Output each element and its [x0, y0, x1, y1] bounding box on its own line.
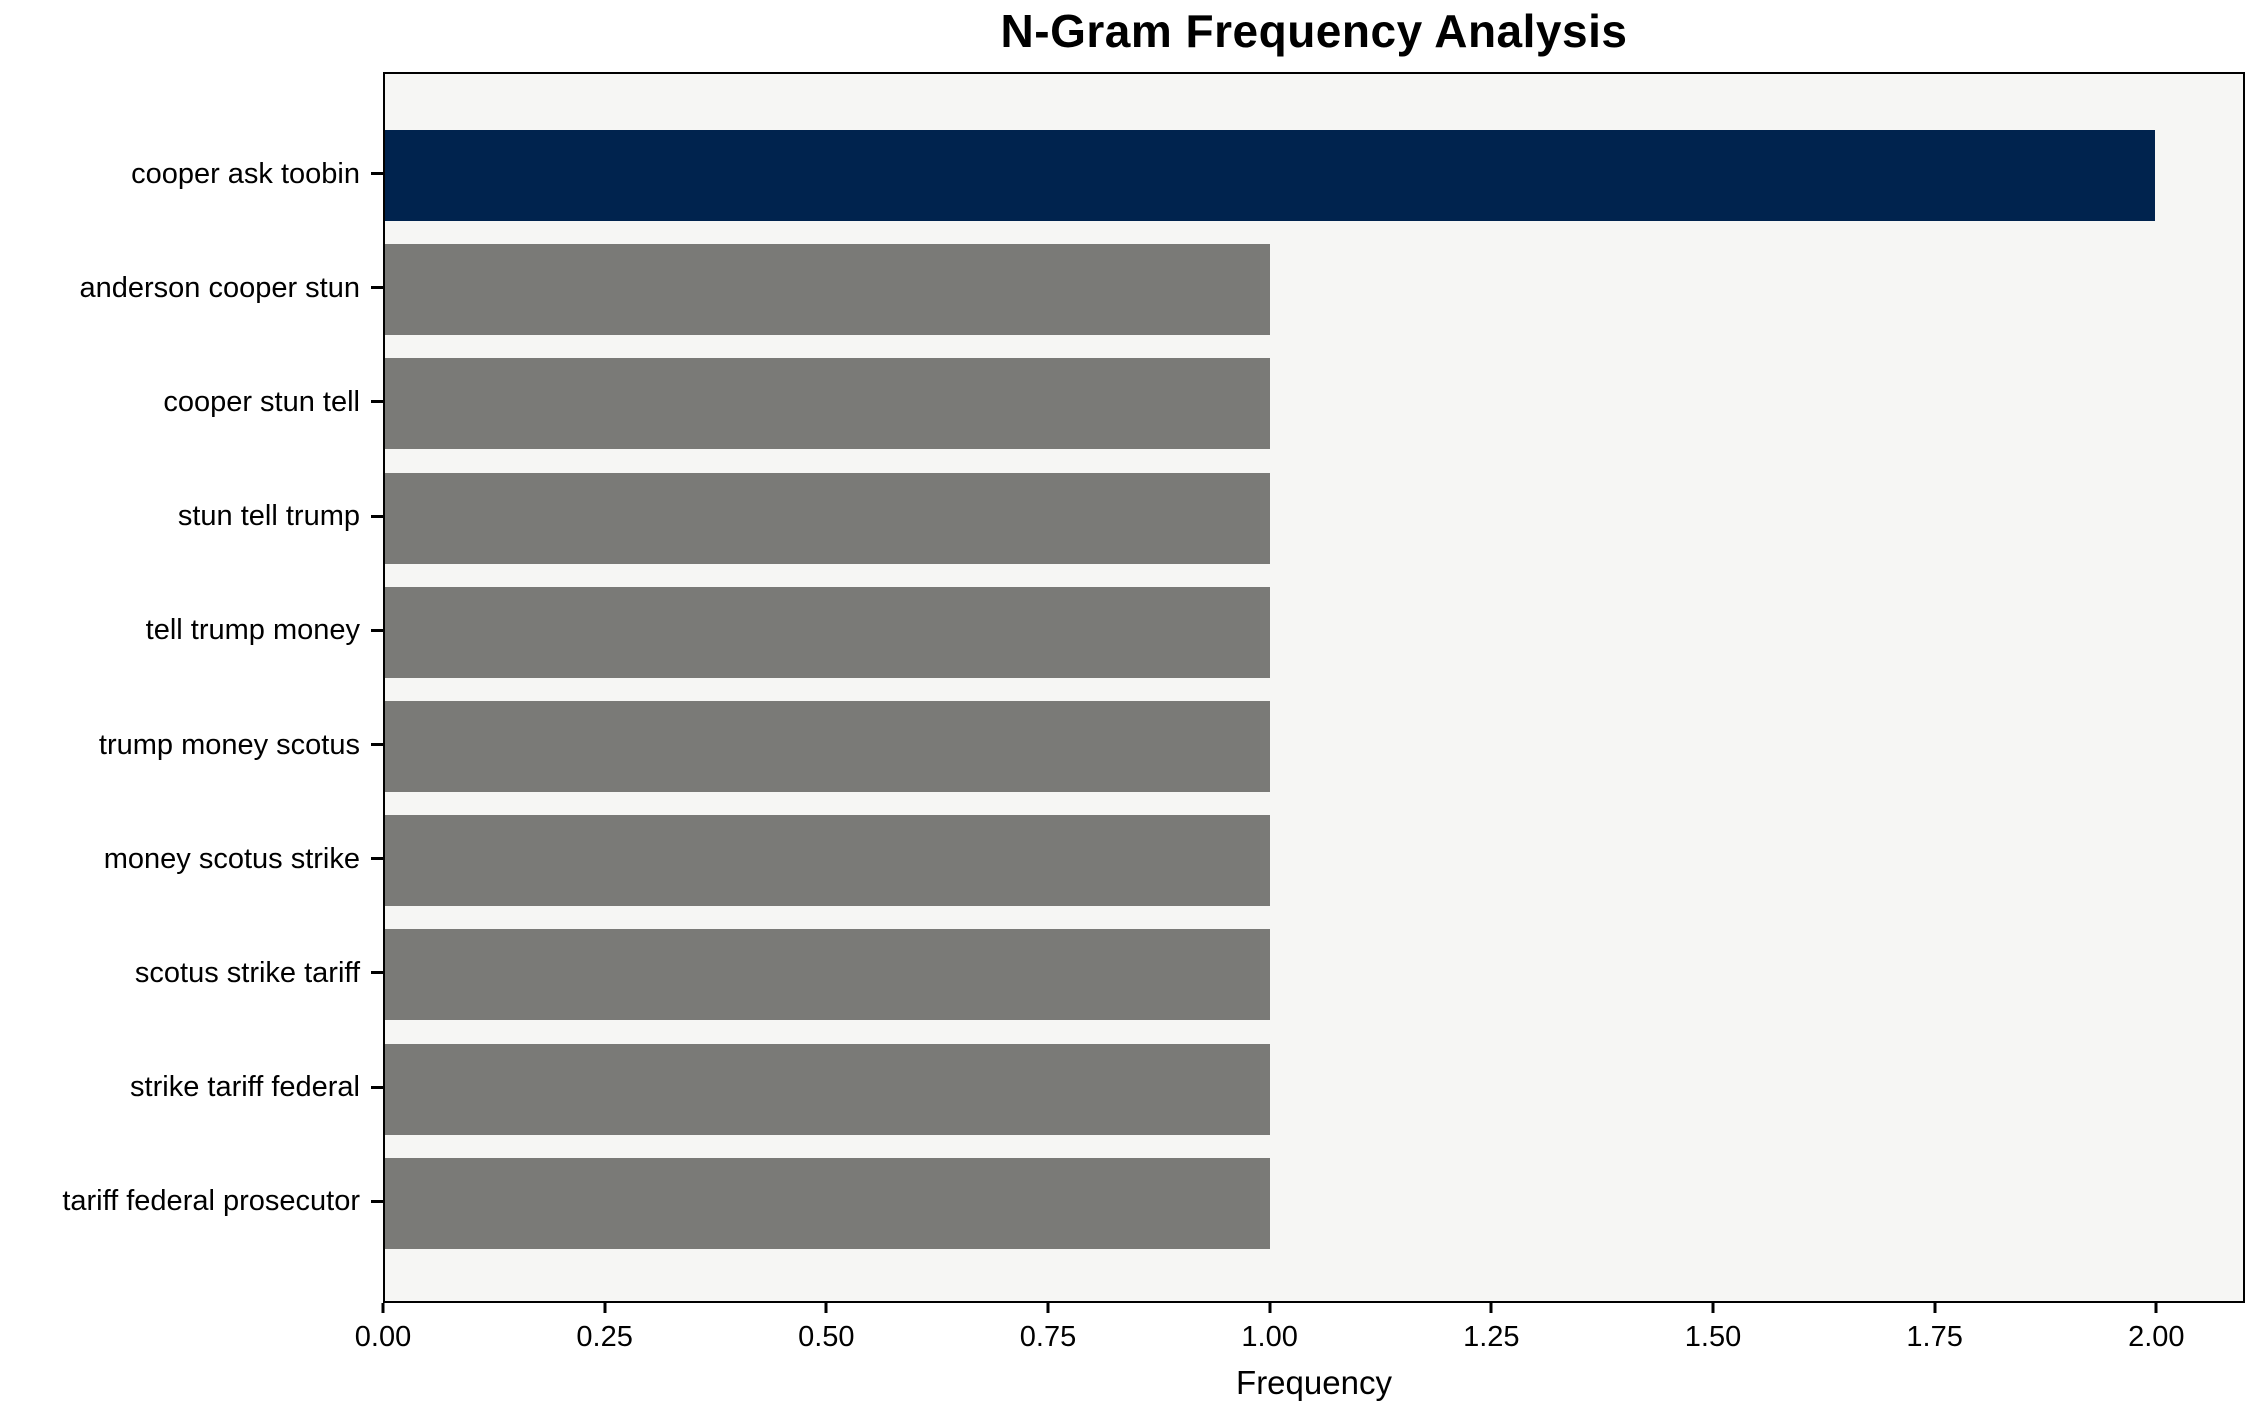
x-tick-label: 2.00	[2128, 1321, 2185, 1353]
y-tick-mark	[371, 286, 383, 290]
bar-cooper-ask-toobin	[385, 130, 2155, 221]
x-axis: 0.00 0.25 0.50 0.75 1.00 1.25 1.50 1.75 2.00	[355, 1303, 2245, 1373]
x-axis-title: Frequency	[1236, 1364, 1392, 1401]
y-axis-ticks	[371, 72, 383, 1303]
y-tick-mark	[371, 1199, 383, 1203]
y-tick-label: cooper stun tell	[163, 385, 360, 418]
y-tick-mark	[371, 628, 383, 632]
x-tick-mark	[824, 1303, 828, 1313]
y-tick-label: strike tariff federal	[130, 1071, 360, 1104]
bar-tell-trump-money	[385, 586, 1270, 678]
y-tick-mark	[371, 971, 383, 975]
y-tick-label: anderson cooper stun	[79, 271, 360, 304]
bar-anderson-cooper-stun	[385, 244, 1270, 336]
y-tick-label: tariff federal prosecutor	[62, 1185, 360, 1218]
x-tick-mark	[1046, 1303, 1050, 1313]
chart-title: N-Gram Frequency Analysis	[1000, 5, 1628, 57]
bar-money-scotus-strike	[385, 815, 1270, 907]
x-tick-label: 0.50	[798, 1321, 855, 1353]
bar-tariff-federal-prosecutor	[385, 1157, 1270, 1249]
y-tick-mark	[371, 172, 383, 175]
y-tick-mark	[371, 743, 383, 746]
y-tick-label: money scotus strike	[103, 842, 360, 875]
bar-stun-tell-trump	[385, 472, 1270, 564]
bar-scotus-strike-tariff	[385, 929, 1270, 1021]
x-tick-label: 0.25	[576, 1321, 633, 1353]
x-tick-label: 1.75	[1906, 1321, 1963, 1353]
x-tick-label: 0.00	[354, 1321, 412, 1353]
plot-area	[383, 72, 2245, 1303]
y-tick-mark	[371, 1085, 383, 1089]
x-tick-mark	[1711, 1303, 1715, 1313]
y-tick-label: trump money scotus	[98, 728, 360, 761]
y-tick-mark	[371, 514, 383, 518]
x-tick-mark	[1489, 1303, 1493, 1313]
x-tick-mark	[2154, 1303, 2158, 1313]
bar-trump-money-scotus	[385, 701, 1270, 792]
y-tick-label: cooper ask toobin	[131, 157, 360, 190]
y-tick-label: scotus strike tariff	[134, 956, 360, 989]
x-tick-mark	[1933, 1303, 1937, 1313]
bar-cooper-stun-tell	[385, 358, 1270, 450]
bar-strike-tariff-federal	[385, 1043, 1270, 1135]
y-tick-mark	[371, 400, 383, 404]
x-tick-label: 1.25	[1463, 1321, 1520, 1353]
x-tick-mark	[603, 1303, 607, 1313]
x-tick-mark	[1268, 1303, 1272, 1313]
x-tick-label: 0.75	[1019, 1321, 1077, 1353]
x-tick-mark	[381, 1303, 385, 1313]
x-tick-label: 1.00	[1241, 1321, 1298, 1353]
y-tick-mark	[371, 857, 383, 861]
x-tick-label: 1.50	[1684, 1321, 1742, 1353]
y-axis-labels: cooper ask toobin anderson cooper stun coo…	[0, 72, 360, 1303]
y-tick-label: tell trump money	[145, 614, 360, 647]
y-tick-label: stun tell trump	[177, 500, 360, 533]
